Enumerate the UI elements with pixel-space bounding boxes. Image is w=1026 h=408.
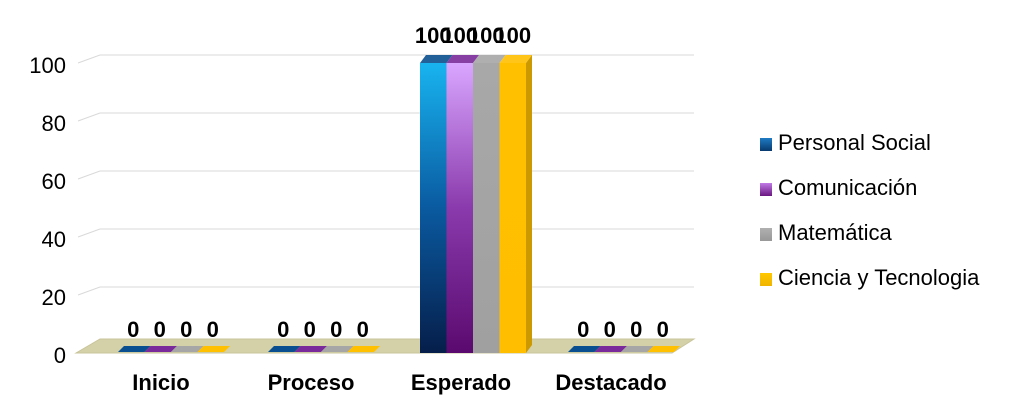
bar-flat (621, 346, 654, 352)
bar-front (499, 63, 526, 353)
legend-swatch (760, 228, 772, 241)
bar-flat (268, 346, 301, 352)
data-label: 0 (277, 317, 289, 342)
category-label: Inicio (132, 370, 189, 395)
bar (594, 346, 627, 352)
data-label: 0 (154, 317, 166, 342)
y-tick-label: 0 (54, 343, 66, 368)
bar (473, 55, 506, 353)
bar-front (420, 63, 447, 353)
bar (420, 55, 453, 353)
bar-top (446, 55, 479, 63)
legend-label: Personal Social (778, 130, 931, 155)
bar-flat (197, 346, 230, 352)
legend-layer: Personal Social Comunicación Matemática Cie… (760, 130, 980, 290)
data-label: 100 (494, 23, 531, 48)
legend-label: Ciencia y Tecnologia (778, 265, 980, 290)
bar-front (473, 63, 500, 353)
gridline-side (77, 286, 101, 296)
y-tick-label: 100 (29, 53, 66, 78)
bar-flat (321, 346, 354, 352)
legend-swatch (760, 138, 772, 151)
bar-top (420, 55, 453, 63)
legend-label: Comunicación (778, 175, 917, 200)
bar-flat (347, 346, 380, 352)
bar (118, 346, 151, 352)
data-label: 0 (180, 317, 192, 342)
data-label: 100 (441, 23, 478, 48)
gridline-side (77, 170, 101, 180)
bar-flat (118, 346, 151, 352)
bar-front (446, 63, 473, 353)
category-label: Esperado (411, 370, 511, 395)
bar (568, 346, 601, 352)
bar (321, 346, 354, 352)
bar-flat (568, 346, 601, 352)
legend-item: Matemática (760, 220, 892, 245)
data-label: 0 (127, 317, 139, 342)
data-label: 0 (330, 317, 342, 342)
legend-item: Ciencia y Tecnologia (760, 265, 980, 290)
bar-top (473, 55, 506, 63)
gridline-side (77, 112, 101, 122)
legend-swatch (760, 183, 772, 196)
bar-flat (171, 346, 204, 352)
y-tick-label: 40 (42, 227, 66, 252)
bar-flat (144, 346, 177, 352)
legend-label: Matemática (778, 220, 892, 245)
bar (347, 346, 380, 352)
y-tick-label: 20 (42, 285, 66, 310)
data-label: 100 (415, 23, 452, 48)
bar (268, 346, 301, 352)
data-label: 100 (468, 23, 505, 48)
bar (294, 346, 327, 352)
y-tick-label: 80 (42, 111, 66, 136)
bar-flat (294, 346, 327, 352)
y-tick-label: 60 (42, 169, 66, 194)
data-label: 0 (604, 317, 616, 342)
category-label: Proceso (268, 370, 355, 395)
bar (197, 346, 230, 352)
gridline-side (77, 54, 101, 64)
bar (446, 55, 479, 353)
bar (171, 346, 204, 352)
bars-layer (118, 55, 680, 353)
bar-flat (594, 346, 627, 352)
data-label: 0 (577, 317, 589, 342)
legend-swatch (760, 273, 772, 286)
bar (647, 346, 680, 352)
bar-side (526, 55, 532, 353)
legend-item: Comunicación (760, 175, 917, 200)
bar-flat (647, 346, 680, 352)
bar (621, 346, 654, 352)
bar (499, 55, 532, 353)
data-label: 0 (630, 317, 642, 342)
bar-top (499, 55, 532, 63)
data-label: 0 (207, 317, 219, 342)
data-label: 0 (304, 317, 316, 342)
data-label: 0 (657, 317, 669, 342)
bar (144, 346, 177, 352)
grid-layer (77, 54, 694, 296)
legend-item: Personal Social (760, 130, 931, 155)
category-label: Destacado (555, 370, 666, 395)
data-label: 0 (357, 317, 369, 342)
gridline-side (77, 228, 101, 238)
axis-layer: 0 20 40 60 80 100 Inicio Proceso Esperado Destaca… (29, 53, 666, 395)
